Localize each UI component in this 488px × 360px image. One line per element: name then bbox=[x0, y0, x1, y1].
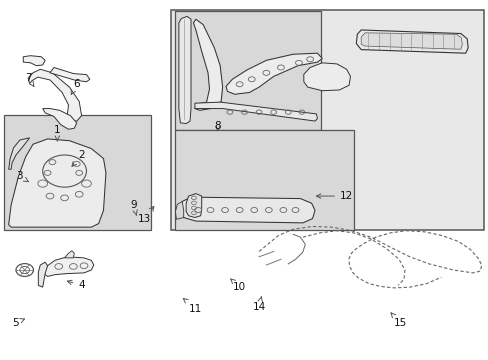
Polygon shape bbox=[225, 53, 322, 94]
Polygon shape bbox=[356, 30, 467, 53]
Text: 1: 1 bbox=[54, 125, 61, 141]
Polygon shape bbox=[9, 138, 30, 169]
Text: 4: 4 bbox=[67, 280, 85, 291]
Polygon shape bbox=[193, 19, 222, 111]
Polygon shape bbox=[42, 109, 77, 129]
Text: 14: 14 bbox=[252, 296, 265, 312]
Polygon shape bbox=[180, 197, 314, 223]
Polygon shape bbox=[361, 33, 461, 49]
Text: 2: 2 bbox=[72, 150, 85, 166]
Text: 10: 10 bbox=[230, 279, 245, 292]
Polygon shape bbox=[303, 63, 350, 91]
Polygon shape bbox=[179, 17, 191, 123]
Text: 3: 3 bbox=[17, 171, 28, 182]
Polygon shape bbox=[175, 202, 183, 219]
Polygon shape bbox=[186, 194, 201, 217]
Text: 8: 8 bbox=[214, 121, 221, 131]
Polygon shape bbox=[50, 67, 90, 82]
Text: 15: 15 bbox=[390, 313, 406, 328]
Bar bbox=[170, 10, 483, 230]
Text: 13: 13 bbox=[138, 206, 154, 224]
Polygon shape bbox=[42, 257, 94, 276]
Text: 11: 11 bbox=[183, 298, 202, 314]
Text: 5: 5 bbox=[12, 318, 24, 328]
Text: 12: 12 bbox=[316, 191, 352, 201]
Polygon shape bbox=[9, 139, 106, 227]
Bar bbox=[175, 130, 354, 230]
Bar bbox=[175, 12, 321, 130]
Text: 6: 6 bbox=[71, 78, 80, 94]
Polygon shape bbox=[28, 69, 81, 121]
Bar bbox=[4, 115, 150, 230]
Polygon shape bbox=[23, 56, 45, 66]
Polygon shape bbox=[64, 251, 74, 258]
Text: 9: 9 bbox=[130, 200, 137, 216]
Polygon shape bbox=[38, 262, 47, 287]
Polygon shape bbox=[195, 102, 317, 121]
Text: 7: 7 bbox=[25, 73, 34, 86]
